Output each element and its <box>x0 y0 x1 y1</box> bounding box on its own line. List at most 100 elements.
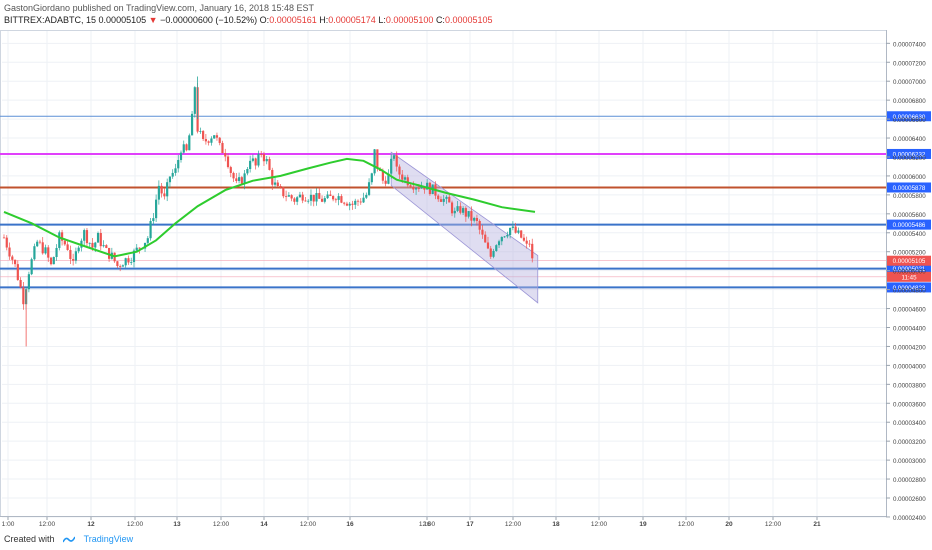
candle-body <box>190 113 194 136</box>
candle-body <box>27 274 30 290</box>
candle-body <box>473 217 476 221</box>
candle-body <box>55 247 58 258</box>
candle-body <box>221 142 224 154</box>
y-tick-label: 0.00004800 <box>893 288 926 295</box>
x-tick-label: 12:00 <box>213 521 230 528</box>
candle-body <box>320 198 324 202</box>
candle-body <box>334 199 337 201</box>
created-with-label: Created with <box>4 534 55 544</box>
candle-body <box>235 178 238 182</box>
candle-body <box>461 208 465 213</box>
candle-body <box>94 242 97 248</box>
symbol-name[interactable]: BITTREX:ADABTC, 15 <box>4 15 97 25</box>
candle-body <box>215 135 219 138</box>
level-label-box <box>887 148 931 159</box>
candle-body <box>124 258 127 266</box>
candle-body <box>506 235 509 237</box>
candle-body <box>237 177 241 182</box>
candle-body <box>373 149 376 174</box>
y-tick-label: 0.00006800 <box>893 98 926 105</box>
candle-body <box>376 149 379 169</box>
level-label: 0.00005878 <box>893 185 926 192</box>
x-tick-label: 12:00 <box>419 521 436 528</box>
y-tick-label: 0.00007200 <box>893 60 926 67</box>
candle-body <box>525 240 528 244</box>
candle-body <box>282 187 285 197</box>
candle-body <box>329 194 332 196</box>
candle-body <box>522 237 526 241</box>
level-label: 0.00004823 <box>893 285 926 292</box>
candle-body <box>5 237 8 248</box>
moving-average <box>3 157 536 258</box>
candle-body <box>486 242 490 249</box>
candle-body <box>135 247 138 251</box>
candle-body <box>354 200 357 205</box>
candle-body <box>304 200 307 202</box>
candle-body <box>138 247 141 249</box>
y-tick-label: 0.00004000 <box>893 363 926 370</box>
y-tick-label: 0.00003800 <box>893 382 926 389</box>
candle-body <box>174 168 177 173</box>
high-value: 0.00005174 <box>328 15 376 25</box>
candle-body <box>8 247 11 257</box>
candle-body <box>83 230 86 241</box>
candle-body <box>459 206 462 213</box>
open-value: 0.00005161 <box>269 15 317 25</box>
candle-body <box>254 158 257 166</box>
candle-body <box>315 193 318 202</box>
level-label: 0.00005486 <box>893 222 926 229</box>
tradingview-brand[interactable]: TradingView <box>83 534 134 544</box>
candle-body <box>44 247 47 254</box>
x-tick-label: 12 <box>87 521 95 528</box>
price-label: 11:45 <box>901 274 917 281</box>
candle-body <box>47 247 50 258</box>
candle-body <box>185 144 188 151</box>
candle-body <box>356 200 360 202</box>
level-label-box <box>887 111 931 122</box>
candle-body <box>36 241 39 247</box>
candle-body <box>511 226 514 228</box>
candle-body <box>345 203 349 206</box>
candle-body <box>343 202 346 204</box>
time-axis[interactable]: 1:00 12:00 12 12:00 13 12:00 14 12:00 16 12:00 17 1… <box>0 516 886 528</box>
candle-body <box>384 180 387 184</box>
candle-body <box>409 185 412 187</box>
candle-body <box>226 156 230 168</box>
y-tick-label: 0.00005800 <box>893 193 926 200</box>
low-value: 0.00005100 <box>385 15 434 25</box>
candle-body <box>74 251 78 261</box>
candle-body <box>351 203 354 205</box>
candle-body <box>381 171 384 181</box>
candle-body <box>420 186 423 189</box>
candle-body <box>423 186 426 190</box>
candle-body <box>517 230 520 233</box>
price-label-box <box>887 255 931 266</box>
level-label-box <box>887 263 931 274</box>
candle-body <box>307 200 310 202</box>
candle-body <box>116 261 119 267</box>
chart-header: GastonGiordano published on TradingView.… <box>4 2 884 30</box>
candle-body <box>22 287 25 305</box>
x-tick-label: 16 <box>423 521 431 528</box>
candle-body <box>243 173 246 184</box>
candle-body <box>293 198 296 202</box>
candle-body <box>149 221 152 239</box>
candle-body <box>179 152 183 160</box>
candle-body <box>417 188 420 190</box>
price-axis[interactable]: 0.00007400 0.00007200 0.00007000 0.00006800… <box>886 41 926 522</box>
x-tick-label: 16 <box>346 521 354 528</box>
candle-body <box>49 257 53 265</box>
low-label: L: <box>378 15 386 25</box>
candle-body <box>105 245 108 248</box>
candle-body <box>204 139 207 142</box>
level-label-box <box>887 182 931 193</box>
candle-body <box>69 249 72 260</box>
horizontal-levels[interactable]: 0.00006630 0.00006232 0.00005878 0.00005486… <box>0 111 931 293</box>
x-tick-label: 12:00 <box>765 521 782 528</box>
candle-body <box>249 160 252 170</box>
y-tick-label: 0.00007000 <box>893 79 926 86</box>
candle-body <box>426 182 429 190</box>
author-link[interactable]: GastonGiordano <box>4 3 71 13</box>
candle-body <box>63 240 66 245</box>
